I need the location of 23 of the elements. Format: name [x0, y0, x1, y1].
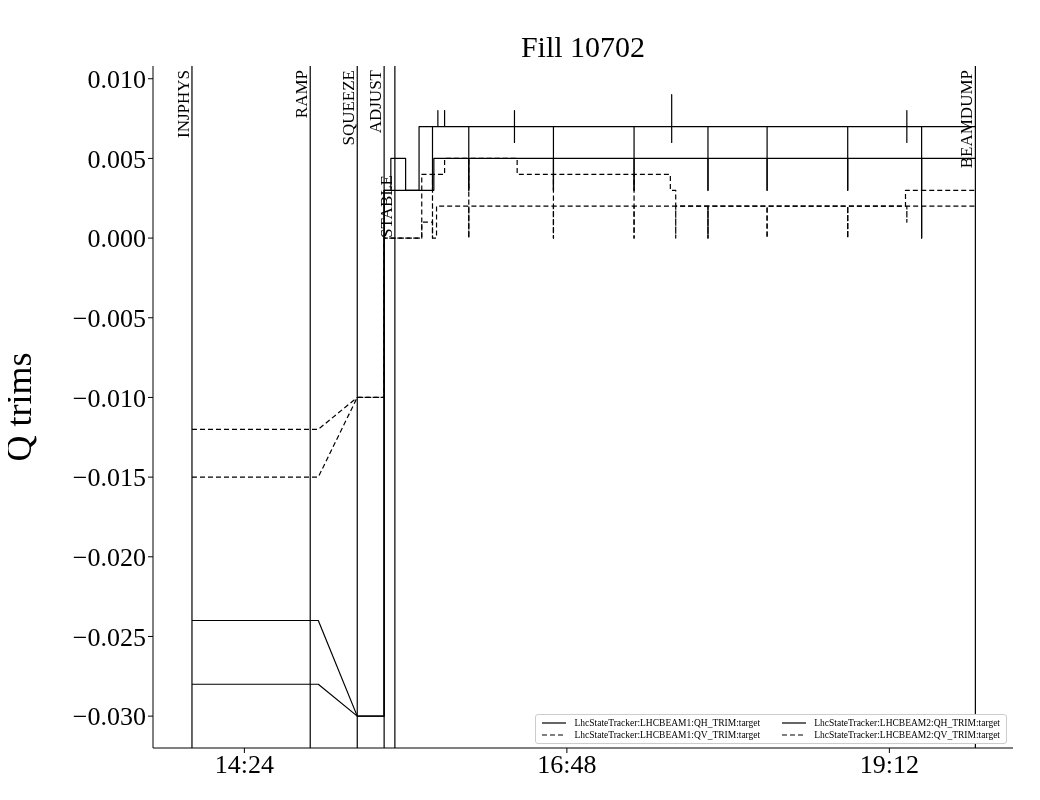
y-tick-label: −0.030	[72, 702, 146, 732]
x-tick-label: 19:12	[859, 750, 919, 780]
y-tick-label: −0.005	[72, 304, 146, 333]
y-tick-label: 0.000	[87, 224, 146, 254]
legend-label: LhcStateTracker:LHCBEAM2:QH_TRIM:target	[814, 718, 1000, 728]
y-tick-label: −0.020	[72, 543, 146, 573]
x-tick-label: 14:24	[214, 750, 274, 780]
ref-line-label: INJPHYS	[173, 70, 193, 139]
ref-line-label: ADJUST	[366, 69, 386, 134]
ref-line-label: SQUEEZE	[339, 70, 359, 146]
chart-title: Fill 10702	[519, 30, 647, 64]
legend-label: LhcStateTracker:LHCBEAM1:QH_TRIM:target	[574, 718, 761, 728]
ref-line-label: RAMP	[292, 70, 312, 119]
ref-line-label: BEAMDUMP	[957, 70, 977, 169]
y-tick-label: 0.005	[87, 144, 146, 174]
y-tick-label: −0.025	[72, 622, 146, 652]
x-tick-label: 16:48	[537, 750, 597, 780]
ref-line-label: STABLE	[376, 175, 396, 238]
legend-label: LhcStateTracker:LHCBEAM1:QV_TRIM:target	[574, 730, 761, 740]
y-tick-label: −0.010	[72, 383, 146, 413]
y-tick-label: −0.015	[72, 463, 146, 493]
y-tick-label: 0.010	[87, 64, 146, 94]
legend-label: LhcStateTracker:LHCBEAM2:QV_TRIM:target	[814, 730, 1000, 740]
